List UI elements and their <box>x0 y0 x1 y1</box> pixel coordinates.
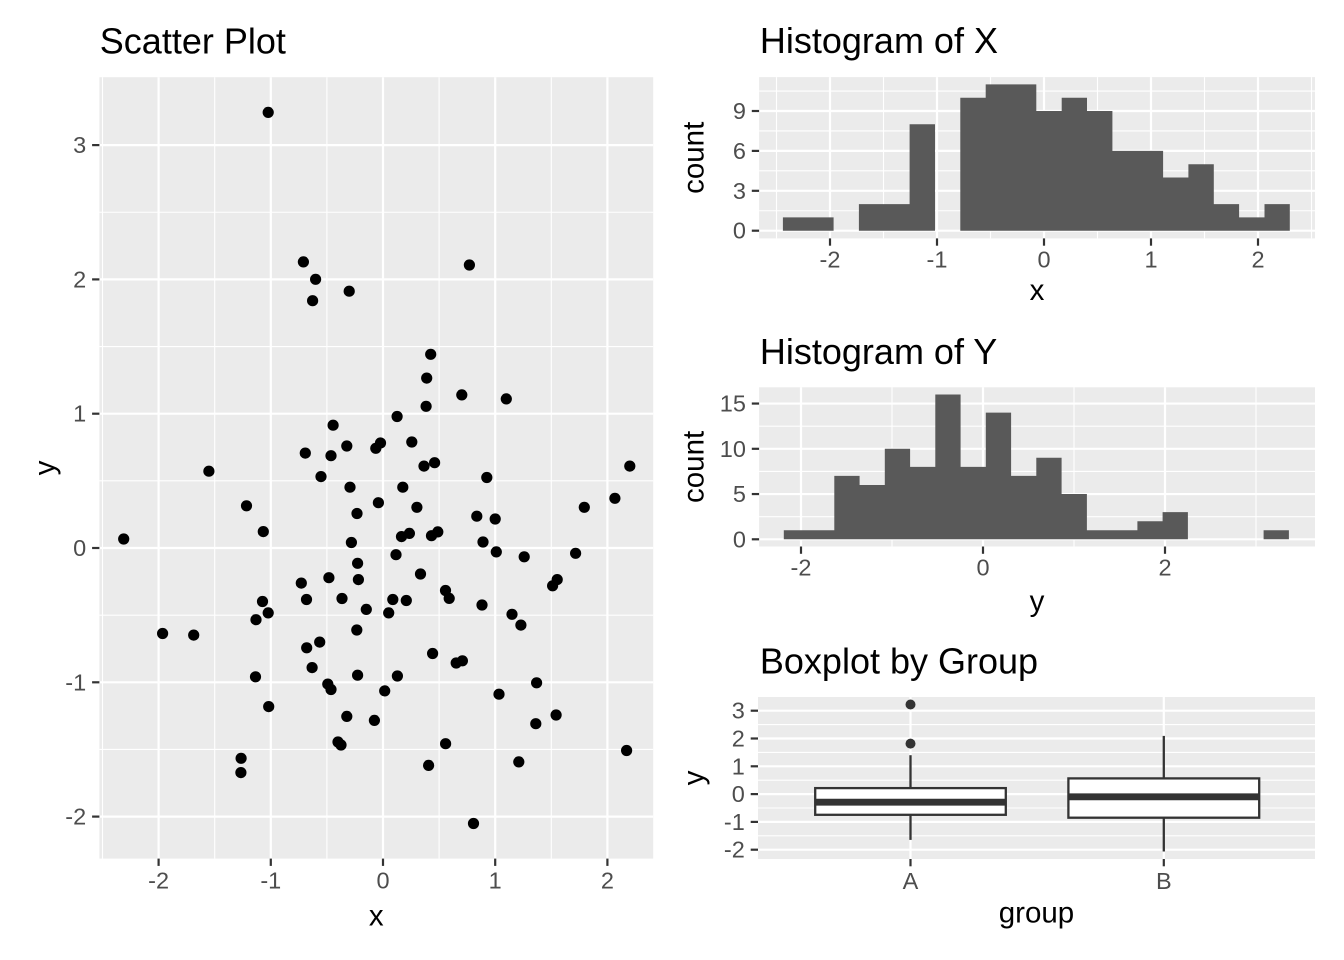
svg-text:3: 3 <box>732 698 745 724</box>
svg-text:2: 2 <box>601 868 614 894</box>
svg-text:15: 15 <box>720 391 746 417</box>
svg-text:group: group <box>999 897 1074 930</box>
svg-text:3: 3 <box>733 178 746 204</box>
svg-text:Histogram of Y: Histogram of Y <box>760 331 997 372</box>
svg-text:x: x <box>369 899 384 932</box>
svg-text:count: count <box>678 431 711 503</box>
svg-text:10: 10 <box>720 436 746 462</box>
svg-text:y: y <box>29 460 62 475</box>
svg-text:0: 0 <box>732 781 745 807</box>
svg-text:B: B <box>1156 868 1172 894</box>
svg-text:Scatter Plot: Scatter Plot <box>100 21 286 62</box>
svg-text:Histogram of X: Histogram of X <box>760 20 998 61</box>
svg-text:-1: -1 <box>260 868 281 894</box>
svg-text:0: 0 <box>73 535 86 561</box>
svg-text:-2: -2 <box>791 555 812 581</box>
svg-text:-2: -2 <box>65 804 86 830</box>
svg-text:3: 3 <box>73 132 86 158</box>
svg-text:2: 2 <box>1251 247 1264 273</box>
svg-text:-2: -2 <box>724 837 745 863</box>
svg-text:Boxplot by Group: Boxplot by Group <box>760 641 1038 682</box>
svg-text:-2: -2 <box>820 247 841 273</box>
svg-text:1: 1 <box>1144 247 1157 273</box>
svg-text:5: 5 <box>733 481 746 507</box>
svg-text:0: 0 <box>733 218 746 244</box>
svg-text:1: 1 <box>73 401 86 427</box>
svg-text:0: 0 <box>733 526 746 552</box>
svg-text:6: 6 <box>733 138 746 164</box>
svg-text:x: x <box>1030 274 1045 307</box>
svg-text:2: 2 <box>73 266 86 292</box>
svg-text:A: A <box>903 868 919 894</box>
svg-text:-1: -1 <box>927 247 948 273</box>
svg-text:0: 0 <box>1037 247 1050 273</box>
svg-text:9: 9 <box>733 98 746 124</box>
svg-text:2: 2 <box>732 726 745 752</box>
svg-text:-1: -1 <box>724 809 745 835</box>
svg-text:0: 0 <box>976 555 989 581</box>
svg-text:-1: -1 <box>65 669 86 695</box>
svg-text:0: 0 <box>376 868 389 894</box>
svg-text:1: 1 <box>489 868 502 894</box>
svg-text:y: y <box>678 770 711 785</box>
svg-text:count: count <box>678 122 711 194</box>
svg-text:2: 2 <box>1158 555 1171 581</box>
svg-text:-2: -2 <box>148 868 169 894</box>
svg-text:1: 1 <box>732 753 745 779</box>
svg-text:y: y <box>1030 585 1045 618</box>
